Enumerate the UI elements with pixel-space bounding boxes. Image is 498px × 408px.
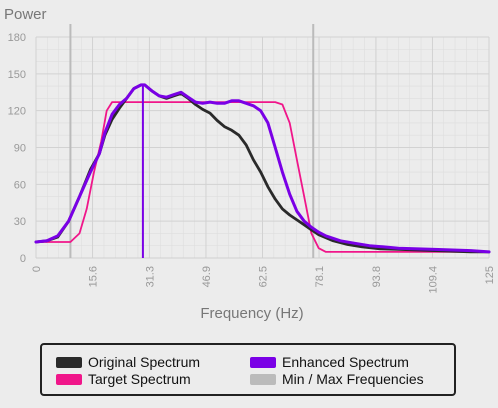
- y-tick-label: 90: [14, 143, 26, 155]
- x-tick-label: 31.3: [144, 266, 156, 287]
- x-tick-label: 93.8: [371, 266, 383, 287]
- x-tick-label: 109.4: [427, 266, 439, 294]
- y-tick-label: 180: [8, 32, 26, 44]
- legend-swatch-enhanced: [250, 356, 276, 368]
- x-tick-label: 62.5: [258, 266, 270, 287]
- legend-swatch-target: [56, 373, 82, 385]
- major-grid: [35, 36, 490, 259]
- y-tick-label: 60: [14, 179, 26, 191]
- legend-label-original: Original Spectrum: [88, 354, 201, 370]
- x-tick-label: 15.6: [88, 266, 100, 287]
- y-tick-label: 30: [14, 216, 26, 228]
- y-axis-title: Power: [4, 6, 47, 23]
- legend-swatch-original: [56, 356, 82, 368]
- x-tick-label: 78.1: [314, 266, 326, 287]
- legend-item-enhanced: Enhanced Spectrum: [250, 354, 409, 370]
- legend-item-minmax: Min / Max Frequencies: [250, 371, 424, 387]
- series-layer: [34, 24, 491, 258]
- chart-legend: Original Spectrum Enhanced Spectrum Targ…: [40, 343, 456, 396]
- y-tick-label: 0: [20, 253, 26, 265]
- legend-item-target: Target Spectrum: [56, 371, 191, 387]
- series-line-enhanced-spectrum: [34, 83, 491, 254]
- spectrum-chart: Power 0 30 60 90 120 150 180 0 15.6 31.3 46.9 62.5 7…: [4, 6, 496, 322]
- legend-label-minmax: Min / Max Frequencies: [282, 371, 424, 387]
- x-tick-label: 0: [31, 266, 43, 272]
- x-tick-label: 125: [484, 266, 496, 284]
- legend-swatch-minmax: [250, 373, 276, 385]
- legend-label-target: Target Spectrum: [88, 371, 191, 387]
- x-axis-title: Frequency (Hz): [200, 305, 303, 322]
- legend-label-enhanced: Enhanced Spectrum: [282, 354, 409, 370]
- y-tick-label: 150: [8, 69, 26, 81]
- y-tick-label: 120: [8, 106, 26, 118]
- tick-labels: 0 30 60 90 120 150 180 0 15.6 31.3 46.9 62.5 78.1 93.…: [8, 32, 496, 294]
- x-tick-label: 46.9: [201, 266, 213, 287]
- legend-item-original: Original Spectrum: [56, 354, 200, 370]
